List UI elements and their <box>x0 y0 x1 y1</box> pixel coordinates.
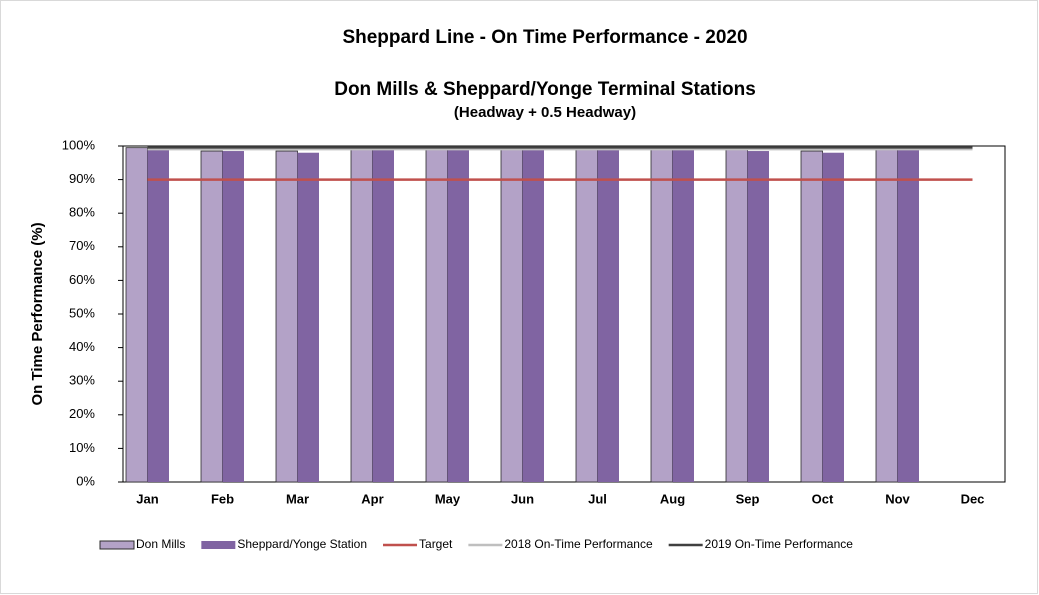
bar <box>575 147 598 483</box>
y-tick-label: 50% <box>69 305 95 320</box>
legend-swatch <box>99 540 135 550</box>
legend-label: Sheppard/Yonge Station <box>237 537 367 551</box>
bar <box>725 148 748 483</box>
bar <box>650 148 673 483</box>
x-tick-label: Nov <box>885 491 910 506</box>
y-tick-label: 90% <box>69 171 95 186</box>
chart-subtitle: Don Mills & Sheppard/Yonge Terminal Stat… <box>334 79 756 100</box>
legend-swatch <box>201 541 236 549</box>
y-tick-label: 40% <box>69 339 95 354</box>
bar <box>447 147 469 482</box>
y-tick-label: 60% <box>69 272 95 287</box>
bar <box>372 149 394 483</box>
bar <box>597 147 619 482</box>
bar <box>125 147 148 483</box>
bar <box>800 150 823 483</box>
bar <box>672 149 694 483</box>
y-tick-label: 100% <box>62 137 96 152</box>
legend-label: 2019 On-Time Performance <box>705 537 854 551</box>
bar <box>297 152 319 482</box>
chart-subtitle2: (Headway + 0.5 Headway) <box>454 104 636 121</box>
x-tick-label: Jan <box>136 491 158 506</box>
bar <box>425 148 448 483</box>
plot-frame <box>122 145 1006 483</box>
bar <box>897 149 919 483</box>
y-tick-label: 80% <box>69 205 95 220</box>
x-tick-label: Mar <box>286 491 309 506</box>
bar <box>222 151 244 483</box>
chart-title: Sheppard Line - On Time Performance - 20… <box>342 27 747 48</box>
bar <box>875 148 898 483</box>
y-tick-label: 30% <box>69 373 95 388</box>
legend-label: 2018 On-Time Performance <box>504 537 653 551</box>
x-tick-label: May <box>435 491 461 506</box>
bar <box>200 150 223 483</box>
y-axis-label: On Time Performance (%) <box>29 222 46 405</box>
y-tick-label: 0% <box>76 473 95 488</box>
bar <box>747 151 769 483</box>
legend-label: Don Mills <box>136 537 185 551</box>
x-tick-label: Feb <box>211 491 234 506</box>
x-tick-label: Apr <box>361 491 383 506</box>
x-tick-label: Jul <box>588 491 607 506</box>
bar <box>350 148 373 483</box>
bar <box>275 150 298 483</box>
x-tick-label: Jun <box>511 491 534 506</box>
y-tick-label: 70% <box>69 238 95 253</box>
bar <box>147 149 169 483</box>
x-tick-label: Oct <box>812 491 834 506</box>
y-tick-label: 20% <box>69 406 95 421</box>
x-tick-label: Sep <box>736 491 760 506</box>
legend-label: Target <box>419 537 453 551</box>
y-tick-label: 10% <box>69 440 95 455</box>
x-tick-label: Dec <box>961 491 985 506</box>
bar <box>822 152 844 482</box>
x-tick-label: Aug <box>660 491 685 506</box>
bar <box>522 147 544 482</box>
bar <box>500 147 523 483</box>
